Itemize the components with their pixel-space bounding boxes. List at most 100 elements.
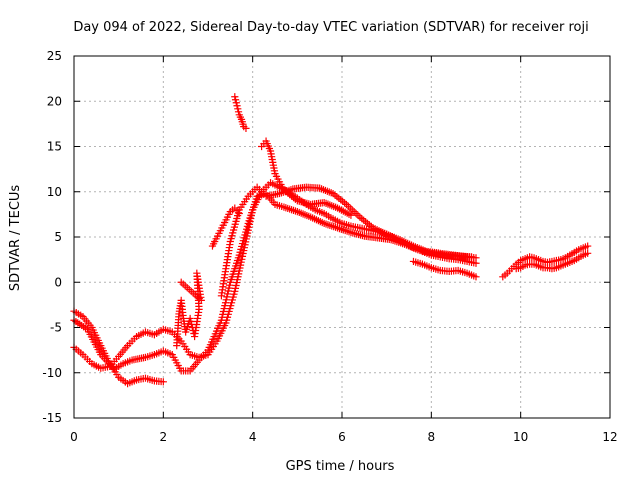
data-point-marker — [236, 264, 244, 272]
data-point-marker — [225, 307, 233, 316]
data-point-marker — [222, 296, 230, 304]
data-point-marker — [232, 217, 240, 225]
data-point-marker — [219, 307, 228, 316]
x-tick-label: 12 — [602, 430, 617, 444]
data-point-marker — [238, 242, 246, 251]
data-point-marker — [215, 322, 223, 330]
data-point-marker — [230, 223, 238, 231]
data-point-marker — [214, 324, 222, 333]
data-point-marker — [228, 273, 236, 281]
data-point-marker — [227, 299, 236, 307]
data-point-marker — [206, 341, 215, 349]
data-point-marker — [226, 278, 234, 286]
data-point-marker — [242, 225, 251, 233]
data-point-marker — [227, 235, 235, 243]
data-point-marker — [229, 229, 237, 237]
grid — [74, 56, 610, 418]
data-point-marker — [213, 232, 222, 240]
series-trace-9 — [409, 257, 480, 281]
data-point-marker — [230, 290, 238, 298]
data-point-marker — [220, 304, 228, 313]
series-trace-8 — [208, 204, 243, 250]
data-point-marker — [170, 353, 178, 361]
series-trace-2 — [70, 179, 480, 372]
data-point-marker — [204, 346, 212, 354]
data-point-marker — [177, 278, 185, 286]
data-point-marker — [236, 248, 244, 256]
data-point-marker — [242, 124, 250, 132]
y-tick-label: 20 — [47, 94, 62, 108]
data-point-marker — [159, 378, 167, 386]
data-point-marker — [236, 261, 245, 269]
series-trace-1 — [70, 307, 167, 388]
x-axis-label: GPS time / hours — [286, 459, 395, 474]
data-point-marker — [183, 322, 192, 331]
x-tick-label: 6 — [338, 430, 346, 444]
data-point-marker — [237, 245, 245, 253]
data-point-marker — [231, 287, 239, 295]
y-axis-label: SDTVAR / TECUs — [8, 185, 23, 292]
data-point-marker — [248, 208, 256, 217]
data-point-marker — [232, 99, 240, 107]
data-point-marker — [347, 211, 355, 219]
data-point-marker — [231, 220, 239, 228]
y-tick-label: 25 — [47, 49, 62, 63]
data-point-marker — [584, 249, 592, 257]
data-point-marker — [271, 170, 279, 178]
data-point-marker — [182, 325, 191, 333]
chart-title: Day 094 of 2022, Sidereal Day-to-day VTE… — [73, 20, 588, 35]
data-point-marker — [231, 93, 239, 101]
y-tick-label: -10 — [42, 366, 62, 380]
data-point-marker — [226, 237, 234, 246]
data-point-marker — [233, 102, 241, 110]
data-point-marker — [237, 258, 245, 266]
data-point-marker — [234, 273, 242, 281]
x-tick-label: 10 — [513, 430, 528, 444]
data-point-marker — [584, 242, 592, 250]
data-point-marker — [217, 316, 225, 324]
data-point-marker — [251, 198, 259, 206]
data-point-marker — [238, 239, 247, 248]
data-point-marker — [250, 200, 259, 209]
data-point-marker — [235, 251, 243, 259]
data-point-marker — [231, 96, 240, 104]
series-trace-7 — [173, 269, 205, 350]
data-point-marker — [209, 335, 217, 343]
data-point-marker — [221, 302, 229, 310]
data-point-marker — [221, 218, 229, 227]
data-point-marker — [234, 108, 243, 116]
series-trace-4 — [217, 183, 480, 300]
data-point-marker — [223, 293, 231, 301]
data-point-marker — [235, 270, 243, 278]
data-point-marker — [240, 246, 248, 255]
data-point-marker — [222, 216, 230, 224]
data-point-marker — [246, 214, 254, 222]
data-point-marker — [218, 313, 226, 321]
data-markers — [70, 93, 592, 388]
data-point-marker — [171, 356, 179, 364]
data-point-marker — [244, 219, 252, 228]
data-point-marker — [216, 227, 224, 235]
data-point-marker — [227, 302, 235, 310]
data-point-marker — [241, 231, 249, 239]
data-point-marker — [245, 217, 253, 225]
data-point-marker — [215, 229, 223, 237]
x-tick-label: 8 — [428, 430, 436, 444]
data-point-marker — [233, 278, 241, 287]
data-point-marker — [229, 226, 238, 234]
series-trace-11 — [512, 249, 592, 273]
data-point-marker — [233, 276, 241, 284]
data-point-marker — [472, 273, 480, 281]
data-point-marker — [219, 221, 227, 229]
y-tick-label: -15 — [42, 411, 62, 425]
data-point-marker — [186, 314, 194, 323]
y-tick-label: 10 — [47, 185, 62, 199]
series-trace-6 — [231, 93, 250, 132]
data-point-marker — [472, 254, 480, 262]
data-point-marker — [229, 270, 237, 278]
data-point-marker — [239, 249, 247, 258]
data-point-marker — [223, 290, 232, 298]
data-point-marker — [228, 232, 236, 240]
data-point-marker — [205, 343, 213, 352]
